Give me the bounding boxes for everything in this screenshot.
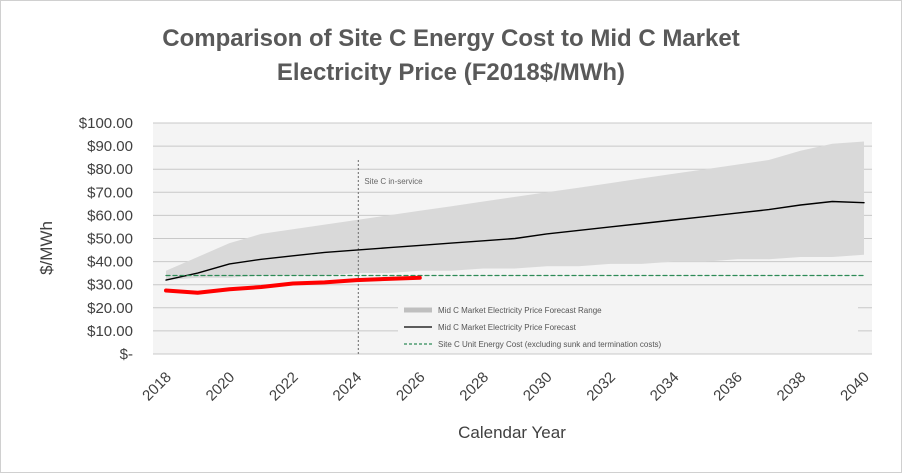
legend-label: Mid C Market Electricity Price Forecast — [438, 323, 577, 332]
legend-label: Mid C Market Electricity Price Forecast … — [438, 306, 602, 315]
y-tick-label: $- — [120, 346, 133, 363]
y-tick-label: $70.00 — [87, 184, 133, 201]
x-tick-label: 2036 — [710, 369, 746, 405]
chart-title-line1: Comparison of Site C Energy Cost to Mid … — [162, 25, 740, 52]
x-tick-label: 2038 — [774, 369, 810, 405]
x-tick-label: 2040 — [837, 369, 873, 405]
forecast-range-area — [166, 141, 864, 281]
x-axis-title: Calendar Year — [458, 423, 566, 442]
y-tick-label: $20.00 — [87, 300, 133, 317]
y-tick-label: $100.00 — [79, 115, 133, 132]
y-axis-title: $/MWh — [37, 221, 56, 275]
y-tick-label: $50.00 — [87, 231, 133, 248]
y-tick-label: $90.00 — [87, 138, 133, 155]
y-tick-label: $30.00 — [87, 277, 133, 294]
x-tick-label: 2026 — [393, 369, 429, 405]
in-service-label: Site C in-service — [364, 177, 423, 186]
legend-label: Site C Unit Energy Cost (excluding sunk … — [438, 340, 662, 349]
x-tick-label: 2018 — [139, 369, 175, 405]
x-tick-label: 2032 — [583, 369, 619, 405]
chart-title-line2: Electricity Price (F2018$/MWh) — [276, 59, 626, 86]
forecast-range-band — [166, 141, 864, 281]
in-service-annotation: Site C in-service — [357, 160, 423, 354]
y-tick-label: $80.00 — [87, 161, 133, 178]
red-cost-line — [164, 275, 422, 295]
y-tick-label: $40.00 — [87, 254, 133, 271]
y-tick-label: $10.00 — [87, 323, 133, 340]
x-tick-label: 2030 — [520, 369, 556, 405]
x-tick-label: 2024 — [330, 369, 366, 405]
x-tick-label: 2028 — [456, 369, 492, 405]
legend-box — [398, 300, 858, 352]
y-tick-label: $60.00 — [87, 207, 133, 224]
series-lines — [164, 200, 865, 295]
x-tick-label: 2020 — [203, 369, 239, 405]
x-tick-label: 2022 — [266, 369, 302, 405]
x-tick-label: 2034 — [647, 369, 683, 405]
chart-title: Comparison of Site C Energy Cost to Mid … — [0, 22, 902, 90]
legend: Mid C Market Electricity Price Forecast … — [398, 300, 858, 352]
